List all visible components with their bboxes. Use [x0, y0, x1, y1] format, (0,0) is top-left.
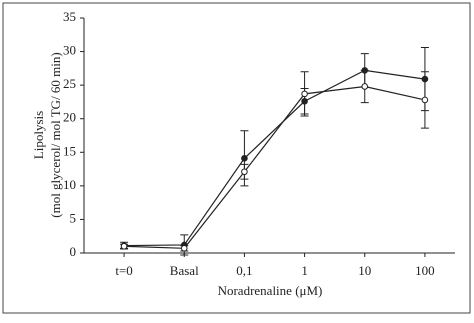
series-line	[124, 69, 426, 247]
y-tick-label: 5	[70, 210, 77, 225]
x-tick-label: 0,1	[236, 263, 252, 278]
frame	[2, 2, 471, 314]
x-tick-label: 100	[415, 263, 435, 278]
point	[180, 245, 188, 252]
x-tick-label: t=0	[115, 263, 132, 278]
x-tick-label: Basal	[170, 263, 199, 278]
y-axis-label: (mol glycerol/ mol TG/ 60 min)	[48, 52, 63, 218]
point	[361, 83, 369, 90]
y-axis-label: Lipolysis	[31, 111, 46, 159]
x-tick-label: 1	[301, 263, 308, 278]
y-tick-label: 15	[63, 143, 76, 158]
y-tick-label: 20	[63, 110, 76, 125]
x-tick-label: 10	[358, 263, 371, 278]
point	[241, 168, 248, 176]
point	[301, 90, 308, 98]
series-line	[124, 85, 426, 249]
point	[120, 242, 128, 250]
x-axis-label: Noradrenaline (μM)	[218, 283, 323, 298]
y-tick-label: 35	[63, 9, 76, 24]
y-tick-label: 30	[63, 43, 76, 58]
y-tick-label: 0	[70, 244, 77, 259]
y-tick-label: 25	[63, 76, 76, 91]
point	[421, 96, 429, 104]
y-tick-label: 10	[63, 177, 76, 192]
point	[241, 155, 248, 162]
